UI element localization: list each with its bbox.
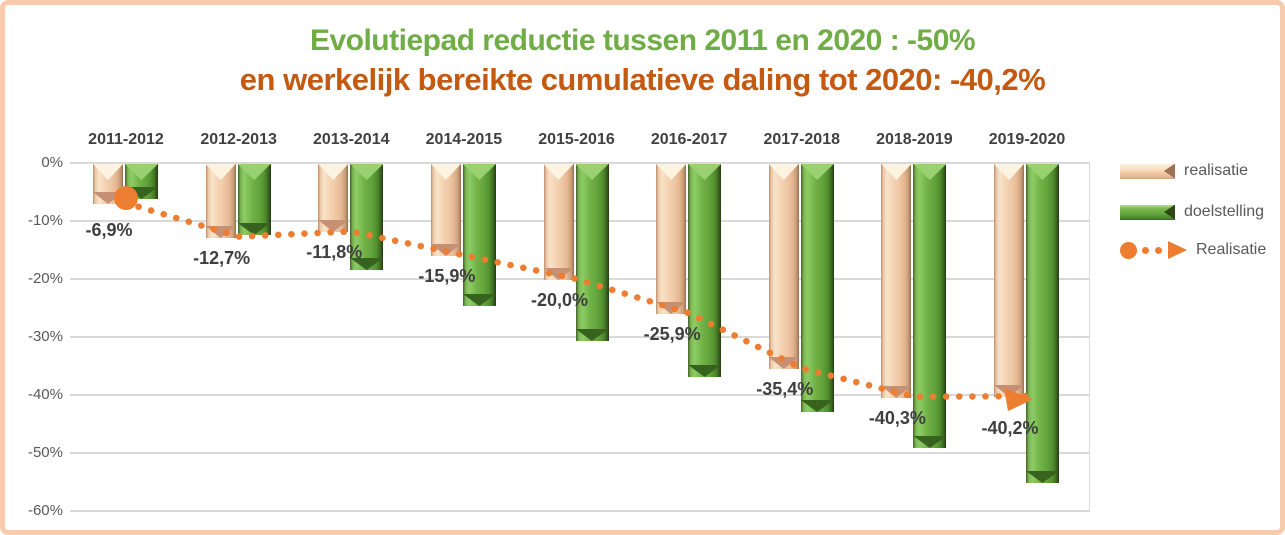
trend-dot-icon bbox=[1120, 241, 1137, 259]
legend: realisatie doelstelling Realisatie bbox=[1120, 158, 1285, 278]
bar-realisatie-2017-2018 bbox=[768, 164, 799, 369]
bar-bottom-facet bbox=[237, 223, 271, 235]
data-label: -11,8% bbox=[306, 242, 363, 262]
category-label: 2019-2020 bbox=[988, 131, 1066, 148]
bar-bottom-facet bbox=[93, 192, 123, 204]
y-tick-label: -20% bbox=[27, 270, 63, 287]
category-label: 2015-2016 bbox=[538, 131, 615, 148]
bar-bottom-facet bbox=[1026, 471, 1059, 483]
bar-doelstelling-2012-2013 bbox=[237, 164, 271, 235]
bar-top-facet bbox=[768, 164, 799, 180]
bar-realisatie-2011-2012 bbox=[93, 164, 123, 204]
plot-right-border bbox=[1089, 163, 1090, 511]
swatch-end-facet bbox=[1164, 163, 1175, 179]
data-label: -35,4% bbox=[756, 379, 814, 399]
bar-bottom-facet bbox=[994, 385, 1024, 397]
bar-top-facet bbox=[881, 164, 912, 180]
bar-realisatie-2015-2016 bbox=[543, 164, 574, 280]
data-label: -12,7% bbox=[193, 248, 251, 268]
trend-dot-icon bbox=[1155, 246, 1162, 254]
bar-bottom-facet bbox=[205, 226, 236, 238]
legend-label: Realisatie bbox=[1196, 241, 1267, 258]
bar-top-facet bbox=[543, 164, 574, 180]
bar-top-facet bbox=[205, 164, 236, 180]
legend-item-realisatie: Realisatie bbox=[1120, 241, 1266, 259]
gridline bbox=[70, 162, 1090, 164]
bar-bottom-facet bbox=[881, 386, 912, 398]
bar-realisatie-2012-2013 bbox=[205, 164, 236, 238]
chart-title-line1: Evolutiepad reductie tussen 2011 en 2020… bbox=[309, 24, 976, 57]
category-label: 2012-2013 bbox=[200, 131, 277, 148]
legend-item-doelstelling: doelstelling bbox=[1120, 203, 1264, 221]
bar-doelstelling-2016-2017 bbox=[688, 164, 722, 377]
data-label: -6,9% bbox=[85, 220, 133, 240]
legend-item-realisatie: realisatie bbox=[1120, 162, 1248, 180]
category-label: 2013-2014 bbox=[312, 131, 390, 148]
category-label: 2014-2015 bbox=[425, 131, 503, 148]
bar-realisatie-2019-2020 bbox=[994, 164, 1024, 397]
legend-swatch-doelstelling bbox=[1120, 204, 1175, 220]
y-tick-label: -50% bbox=[27, 444, 63, 461]
bar-realisatie-2014-2015 bbox=[430, 164, 461, 256]
bar-realisatie-2016-2017 bbox=[656, 164, 687, 314]
y-tick-label: -30% bbox=[27, 328, 63, 345]
bar-realisatie-2018-2019 bbox=[881, 164, 912, 398]
bar-top-facet bbox=[125, 164, 158, 180]
category-label: 2016-2017 bbox=[650, 131, 728, 148]
bar-top-facet bbox=[1026, 164, 1059, 180]
bar-doelstelling-2019-2020 bbox=[1026, 164, 1059, 483]
data-label: -20,0% bbox=[530, 290, 589, 310]
bar-top-facet bbox=[462, 164, 496, 180]
gridline bbox=[70, 452, 1090, 454]
bar-top-facet bbox=[318, 164, 349, 180]
bar-doelstelling-2011-2012 bbox=[125, 164, 158, 199]
bar-bottom-facet bbox=[575, 329, 609, 341]
bar-top-facet bbox=[237, 164, 271, 180]
bar-doelstelling-2017-2018 bbox=[800, 164, 834, 412]
bar-doelstelling-2015-2016 bbox=[575, 164, 609, 341]
bar-top-facet bbox=[350, 164, 384, 180]
data-label: -15,9% bbox=[418, 266, 476, 286]
category-label: 2018-2019 bbox=[876, 131, 953, 148]
trend-dot-icon bbox=[1142, 246, 1149, 254]
bar-doelstelling-2018-2019 bbox=[913, 164, 947, 448]
category-label: 2017-2018 bbox=[763, 131, 840, 148]
y-tick-label: -10% bbox=[27, 212, 63, 229]
y-tick-label: 0% bbox=[41, 154, 63, 171]
bar-top-facet bbox=[994, 164, 1024, 180]
bar-bottom-facet bbox=[125, 187, 158, 199]
legend-swatch-realisatie bbox=[1120, 163, 1175, 179]
category-label: 2011-2012 bbox=[88, 131, 164, 148]
bar-top-facet bbox=[656, 164, 687, 180]
gridline bbox=[70, 510, 1090, 512]
bar-top-facet bbox=[575, 164, 609, 180]
legend-label: realisatie bbox=[1184, 162, 1249, 179]
bar-bottom-facet bbox=[800, 400, 834, 412]
bar-top-facet bbox=[800, 164, 834, 180]
swatch-end-facet bbox=[1164, 204, 1175, 220]
y-tick-label: -40% bbox=[27, 386, 63, 403]
bar-top-facet bbox=[93, 164, 123, 180]
bar-bottom-facet bbox=[913, 436, 947, 448]
bar-bottom-facet bbox=[656, 302, 687, 314]
bar-bottom-facet bbox=[688, 365, 722, 377]
bar-top-facet bbox=[688, 164, 722, 180]
legend-swatch-trend-line bbox=[1120, 241, 1187, 259]
bar-bottom-facet bbox=[462, 294, 496, 306]
legend-label: doelstelling bbox=[1184, 203, 1265, 220]
chart-title-line2: en werkelijk bereikte cumulatieve daling… bbox=[239, 62, 1046, 97]
bar-realisatie-2013-2014 bbox=[318, 164, 349, 232]
bar-bottom-facet bbox=[430, 244, 461, 256]
bar-bottom-facet bbox=[543, 268, 574, 280]
y-tick-label: -60% bbox=[27, 502, 63, 519]
trend-arrow-icon bbox=[1168, 241, 1187, 259]
data-label: -40,3% bbox=[868, 408, 926, 428]
bar-top-facet bbox=[913, 164, 947, 180]
bar-top-facet bbox=[430, 164, 461, 180]
data-label: -25,9% bbox=[643, 324, 701, 344]
bar-bottom-facet bbox=[768, 357, 799, 369]
bar-bottom-facet bbox=[318, 220, 349, 232]
data-label: -40,2% bbox=[981, 418, 1039, 438]
